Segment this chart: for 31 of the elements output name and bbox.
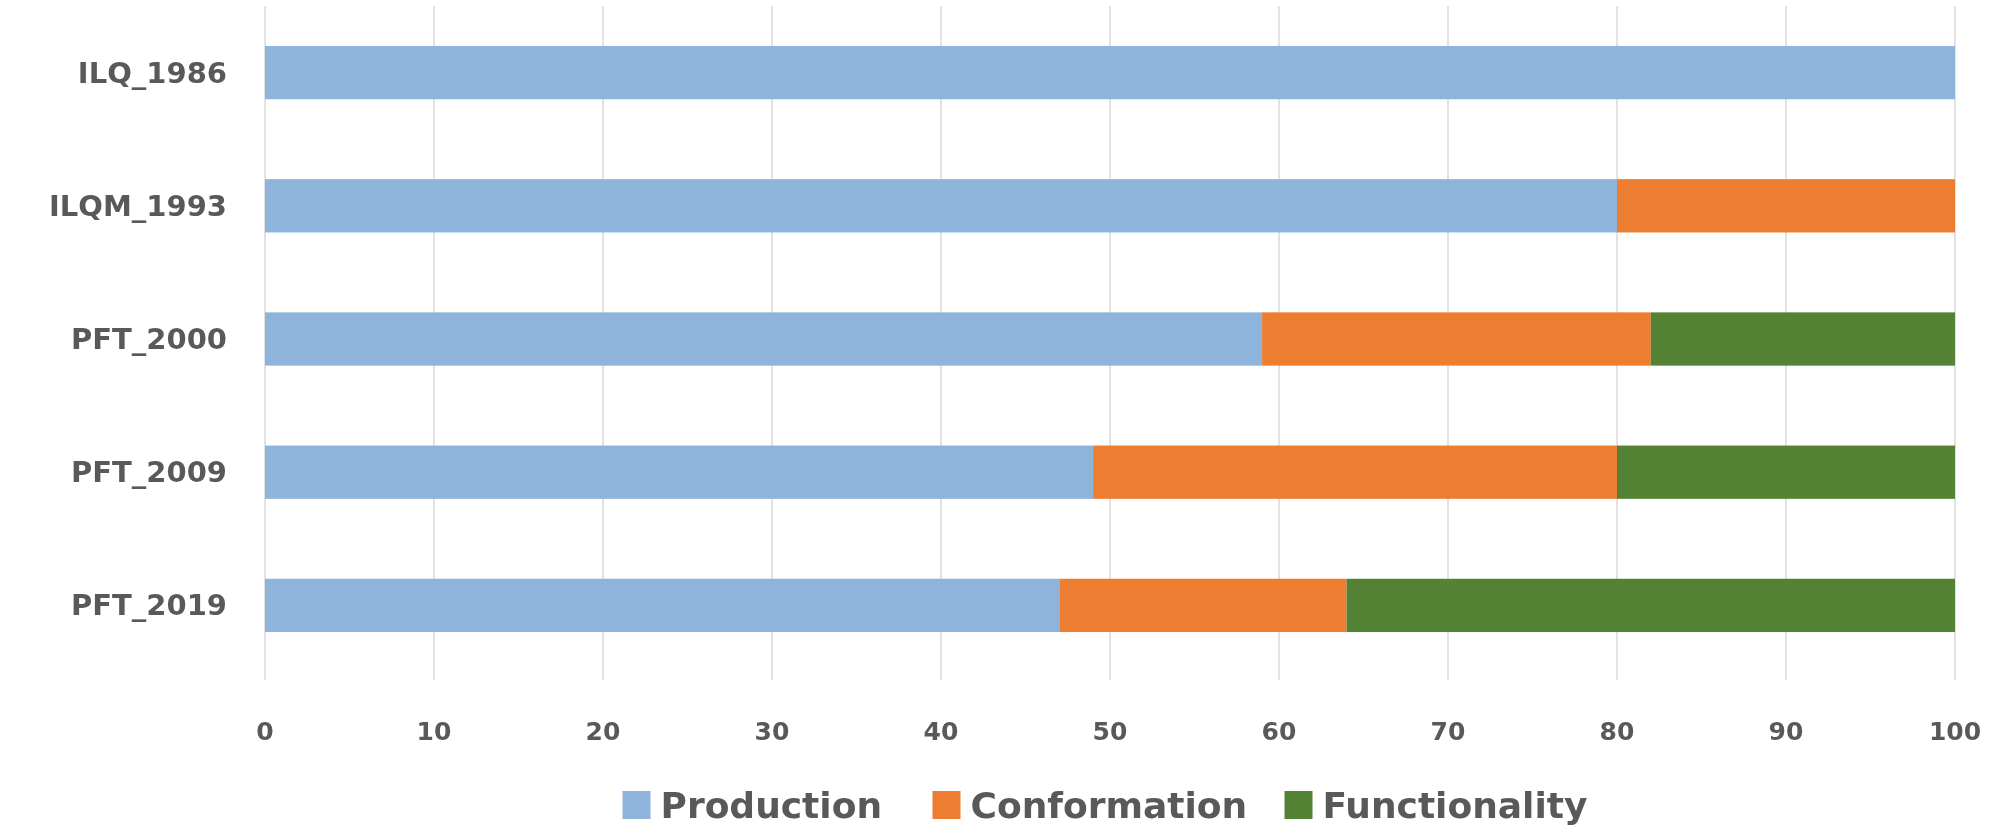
bar — [265, 578, 1060, 633]
x-tick-label: 90 — [1768, 717, 1804, 746]
bar — [1650, 312, 1955, 366]
x-tick-label: 10 — [416, 717, 452, 746]
x-tick-label: 100 — [1928, 717, 1982, 746]
x-tick-label: 50 — [1092, 717, 1128, 746]
bar — [265, 45, 1955, 100]
x-tick-label: 20 — [585, 717, 621, 746]
y-tick-label: ILQ_1986 — [77, 55, 227, 90]
bar — [265, 312, 1263, 366]
x-tick-label: 0 — [256, 717, 274, 746]
bar — [265, 445, 1094, 499]
y-tick-label: PFT_2009 — [70, 455, 227, 490]
x-tick-label: 40 — [923, 717, 959, 746]
bar — [1059, 578, 1347, 633]
x-tick-label: 70 — [1430, 717, 1466, 746]
y-tick-label: PFT_2019 — [70, 588, 227, 623]
bar — [1617, 179, 1955, 233]
y-tick-label: PFT_2000 — [70, 322, 227, 356]
x-tick-label: 30 — [754, 717, 790, 746]
bar — [1262, 312, 1651, 366]
legend-label: Conformation — [970, 784, 1248, 826]
bar — [265, 179, 1617, 233]
bar — [1617, 445, 1955, 499]
x-tick-label: 80 — [1599, 717, 1635, 746]
legend-label: Functionality — [1322, 784, 1588, 826]
bar — [1346, 578, 1955, 633]
bar — [1093, 445, 1617, 499]
x-tick-label: 60 — [1261, 717, 1297, 746]
legend-label: Production — [660, 784, 883, 826]
y-tick-label: ILQM_1993 — [49, 188, 227, 223]
